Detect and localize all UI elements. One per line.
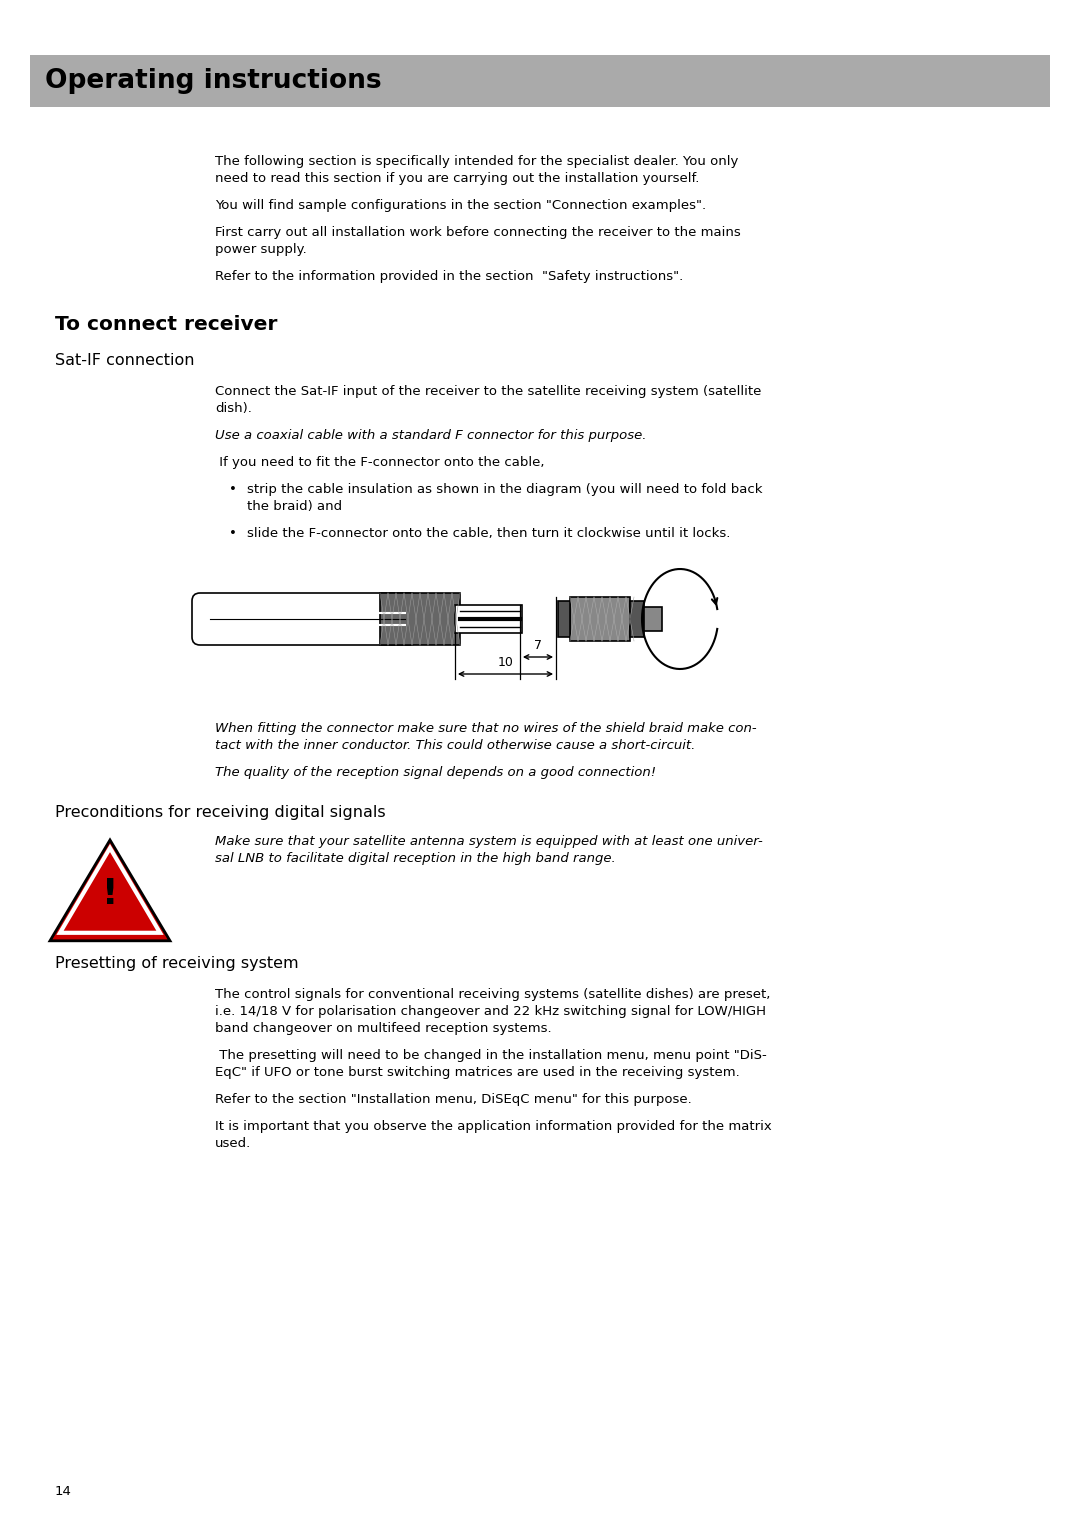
Text: Connect the Sat-IF input of the receiver to the satellite receiving system (sate: Connect the Sat-IF input of the receiver…	[215, 385, 761, 416]
FancyBboxPatch shape	[192, 593, 418, 645]
Text: Make sure that your satellite antenna system is equipped with at least one unive: Make sure that your satellite antenna sy…	[215, 834, 762, 865]
Bar	[630, 601, 644, 637]
Text: Presetting of receiving system: Presetting of receiving system	[55, 957, 299, 970]
Text: The following section is specifically intended for the specialist dealer. You on: The following section is specifically in…	[215, 154, 739, 185]
Text: The quality of the reception signal depends on a good connection!: The quality of the reception signal depe…	[215, 766, 657, 779]
Text: If you need to fit the F-connector onto the cable,: If you need to fit the F-connector onto …	[215, 455, 544, 469]
Text: Refer to the information provided in the section  "Safety instructions".: Refer to the information provided in the…	[215, 270, 684, 283]
Text: The control signals for conventional receiving systems (satellite dishes) are pr: The control signals for conventional rec…	[215, 987, 770, 1034]
Text: 7: 7	[534, 639, 542, 652]
Text: Operating instructions: Operating instructions	[45, 69, 381, 95]
Text: To connect receiver: To connect receiver	[55, 315, 278, 335]
Polygon shape	[60, 848, 160, 932]
Text: Refer to the section "Installation menu, DiSEqC menu" for this purpose.: Refer to the section "Installation menu,…	[215, 1093, 692, 1106]
Bar	[558, 601, 570, 637]
Text: slide the F-connector onto the cable, then turn it clockwise until it locks.: slide the F-connector onto the cable, th…	[247, 527, 730, 539]
Text: Use a coaxial cable with a standard F connector for this purpose.: Use a coaxial cable with a standard F co…	[215, 429, 647, 442]
Polygon shape	[50, 840, 170, 941]
Text: You will find sample configurations in the section "Connection examples".: You will find sample configurations in t…	[215, 199, 706, 212]
Text: Preconditions for receiving digital signals: Preconditions for receiving digital sign…	[55, 805, 386, 821]
Text: Sat-IF connection: Sat-IF connection	[55, 353, 194, 368]
Text: 14: 14	[55, 1485, 72, 1497]
Text: First carry out all installation work before connecting the receiver to the main: First carry out all installation work be…	[215, 226, 741, 257]
Text: strip the cable insulation as shown in the diagram (you will need to fold back
t: strip the cable insulation as shown in t…	[247, 483, 762, 513]
Text: !: !	[102, 877, 118, 911]
Bar	[570, 597, 630, 642]
Text: •: •	[229, 483, 237, 497]
Text: When fitting the connector make sure that no wires of the shield braid make con-: When fitting the connector make sure tha…	[215, 723, 757, 752]
Text: •: •	[229, 527, 237, 539]
Text: It is important that you observe the application information provided for the ma: It is important that you observe the app…	[215, 1120, 772, 1149]
Text: 10: 10	[498, 656, 513, 669]
Bar	[455, 605, 522, 633]
Bar	[644, 607, 662, 631]
Text: The presetting will need to be changed in the installation menu, menu point "DiS: The presetting will need to be changed i…	[215, 1048, 767, 1079]
Bar	[30, 55, 1050, 107]
Bar	[380, 593, 460, 645]
